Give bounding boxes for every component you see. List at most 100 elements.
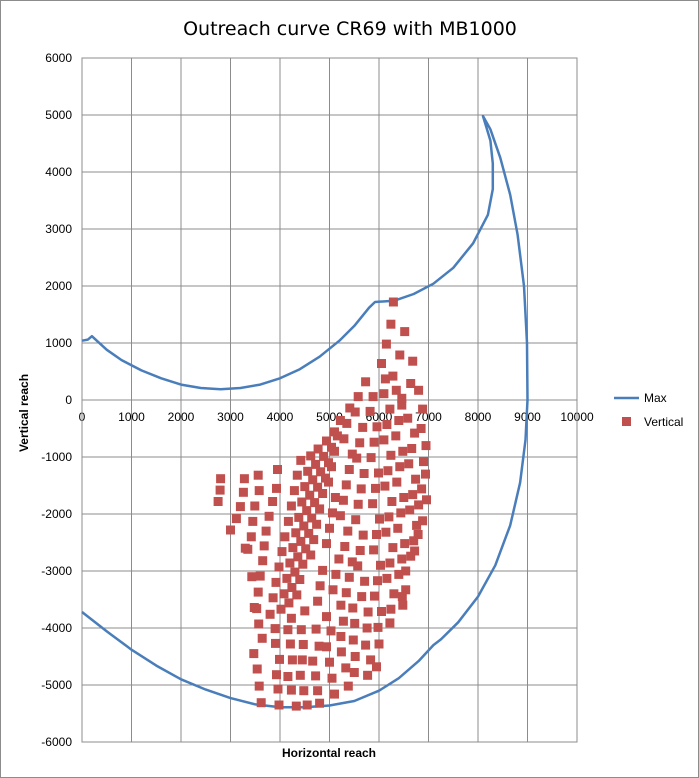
series-vertical-point: [334, 554, 344, 564]
series-vertical-point: [315, 504, 325, 514]
series-vertical-point: [304, 528, 314, 538]
legend: Max Vertical: [614, 391, 683, 429]
series-vertical-point: [295, 575, 305, 584]
series-vertical-point: [254, 619, 264, 629]
x-tick-label: 8000: [465, 410, 492, 424]
series-vertical-point: [331, 569, 341, 579]
series-vertical-point: [297, 497, 307, 507]
series-vertical-point: [397, 400, 407, 410]
series-vertical-point: [277, 547, 287, 557]
y-tick-label: 4000: [45, 165, 72, 179]
series-vertical-point: [382, 420, 392, 429]
series-vertical-point: [302, 506, 312, 516]
series-vertical-point: [264, 511, 274, 521]
series-vertical-point: [322, 612, 331, 622]
series-vertical-point: [286, 685, 296, 695]
series-vertical-point: [363, 670, 373, 680]
series-vertical-point: [419, 457, 428, 467]
series-vertical-point: [301, 544, 311, 554]
series-vertical-point: [283, 625, 293, 635]
series-vertical-point: [338, 495, 348, 505]
series-vertical-point: [330, 689, 339, 699]
series-vertical-point: [226, 525, 235, 535]
series-vertical-point: [268, 593, 278, 603]
series-vertical-point: [398, 600, 408, 610]
series-vertical-point: [283, 672, 293, 681]
series-vertical-point: [273, 684, 283, 694]
series-vertical-point: [291, 701, 301, 711]
series-vertical-point: [391, 385, 401, 395]
series-vertical-point: [353, 561, 363, 571]
series-vertical-point: [372, 530, 381, 539]
series-vertical-point: [412, 520, 422, 530]
series-vertical-point: [282, 573, 292, 583]
series-vertical-point: [303, 466, 313, 476]
y-tick-label: -1000: [41, 450, 72, 464]
series-vertical-point: [249, 649, 259, 659]
series-vertical-point: [271, 577, 281, 587]
series-vertical-point: [374, 468, 383, 478]
series-vertical-point: [336, 600, 346, 610]
series-vertical-point: [290, 567, 300, 577]
series-vertical-point: [384, 512, 394, 522]
series-vertical-point: [308, 656, 318, 666]
series-vertical-point: [311, 624, 321, 634]
series-vertical-point: [371, 483, 380, 493]
series-vertical-point: [395, 350, 405, 360]
y-tick-label: 0: [65, 393, 72, 407]
series-vertical-point: [308, 475, 318, 485]
series-vertical-point: [388, 297, 398, 307]
series-vertical-point: [350, 618, 360, 628]
series-vertical-point: [257, 633, 267, 643]
x-tick-label: 3000: [217, 410, 244, 424]
series-vertical-point: [310, 498, 320, 508]
series-vertical-point: [313, 482, 323, 492]
series-vertical-point: [348, 635, 358, 645]
series-vertical-point: [366, 655, 376, 665]
x-tick-label: 4000: [267, 410, 294, 424]
series-vertical-point: [417, 484, 427, 494]
chart-title: Outreach curve CR69 with MB1000: [183, 18, 517, 40]
series-vertical-point: [238, 487, 248, 497]
series-vertical-point: [357, 592, 367, 602]
series-vertical-point: [358, 530, 368, 540]
series-vertical-point: [358, 422, 368, 432]
y-tick-label: 5000: [45, 108, 72, 122]
series-vertical-point: [248, 516, 258, 526]
series-vertical-point: [255, 571, 265, 581]
series-vertical-point: [319, 451, 329, 461]
series-vertical-point: [315, 581, 325, 591]
series-vertical-point: [313, 596, 323, 606]
series-vertical-point: [355, 438, 365, 448]
series-vertical-point: [414, 385, 424, 395]
series-vertical-point: [399, 493, 409, 502]
series-vertical-point: [351, 515, 361, 525]
series-vertical-point: [292, 590, 302, 600]
series-vertical-point: [418, 404, 428, 414]
series-vertical-point: [411, 474, 421, 484]
series-vertical-point: [318, 565, 328, 575]
series-vertical-point: [313, 444, 323, 454]
series-vertical-point: [405, 505, 415, 515]
series-vertical-point: [361, 640, 371, 650]
x-tick-label: 1000: [118, 410, 145, 424]
series-vertical-point: [410, 428, 420, 438]
series-vertical-point: [374, 639, 384, 649]
series-vertical-point: [360, 576, 370, 586]
series-vertical-point: [324, 477, 333, 487]
series-vertical-point: [300, 482, 310, 492]
y-tick-labels: 6000 5000 4000 3000 2000 1000 0 -1000 -2000 -3000…: [41, 51, 72, 749]
series-vertical-point: [318, 489, 328, 498]
series-vertical-point: [381, 527, 391, 537]
series-vertical-point: [350, 652, 360, 661]
x-tick-label: 2000: [168, 410, 195, 424]
series-vertical-point: [410, 546, 420, 556]
series-vertical-point: [401, 585, 411, 595]
series-vertical-point: [347, 557, 357, 567]
series-vertical-point: [398, 446, 408, 456]
series-vertical-point: [298, 559, 308, 569]
series-vertical-point: [272, 483, 281, 493]
series-vertical-point: [380, 481, 390, 491]
y-tick-label: -6000: [41, 735, 72, 749]
series-vertical-point: [312, 519, 322, 529]
